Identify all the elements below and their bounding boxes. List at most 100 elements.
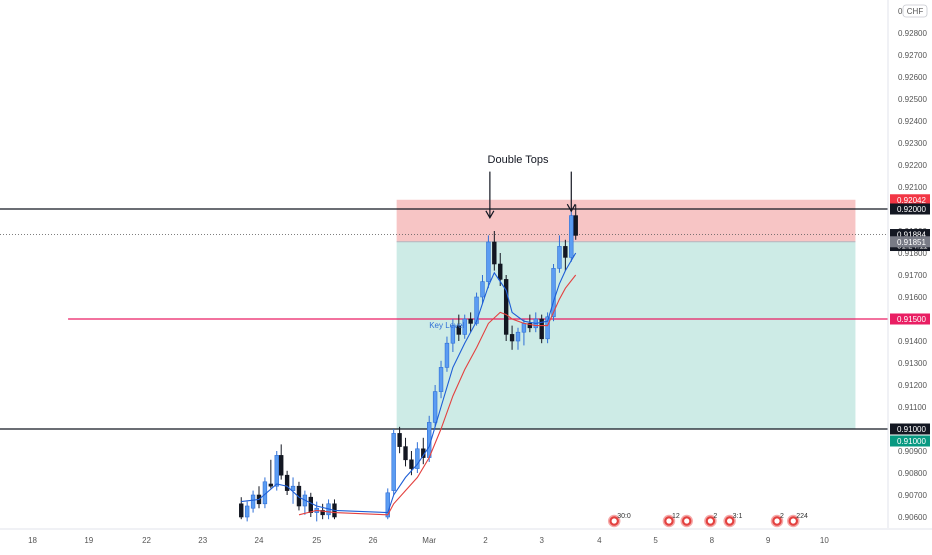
- flag-center: [774, 518, 780, 524]
- candle-bearish: [308, 496, 313, 513]
- time-tick-label: 5: [653, 536, 658, 545]
- time-tick-label: 2: [483, 536, 488, 545]
- event-label: 12: [672, 513, 680, 520]
- candle-bullish: [444, 342, 450, 368]
- candle-bullish: [569, 215, 574, 258]
- event-label: 2: [780, 513, 784, 520]
- moving-averages: [241, 252, 577, 516]
- time-tick-label: 24: [255, 536, 264, 545]
- price-tag: [890, 203, 930, 215]
- candle-bullish: [551, 268, 556, 318]
- price-tick-label: 0.91100: [898, 403, 927, 412]
- price-tag-label: 0.91500: [897, 315, 926, 324]
- candle-bearish: [498, 263, 503, 280]
- flag-center: [707, 518, 714, 524]
- price-tag: [890, 435, 930, 447]
- price-tag: [890, 194, 930, 206]
- price-tick-label: 0.91600: [898, 293, 927, 302]
- candle-bearish: [284, 474, 290, 491]
- candle-bearish: [456, 325, 461, 335]
- currency-badge-label: CHF: [907, 7, 924, 16]
- time-tick-label: 9: [766, 536, 771, 545]
- candle-bearish: [268, 483, 274, 487]
- price-tick-label: 0.91400: [898, 337, 927, 346]
- candle-bearish: [409, 459, 414, 469]
- candle-bearish: [320, 510, 325, 516]
- annotations: Key Level Double Tops: [429, 154, 576, 330]
- candle-bullish: [385, 492, 390, 518]
- candle-bearish: [527, 323, 533, 329]
- price-tag-label: 0.92000: [897, 205, 926, 214]
- price-tick-label: 0.92300: [898, 139, 927, 148]
- candle-bearish: [397, 433, 402, 447]
- time-tick-label: 18: [28, 536, 37, 545]
- time-tick-label: 8: [710, 536, 715, 545]
- price-tick-label: 0.92500: [898, 95, 927, 104]
- candle-bearish: [279, 455, 284, 476]
- price-tag-label: 0.91884: [897, 231, 926, 240]
- price-tick-label: 0.90800: [898, 469, 927, 478]
- price-tick-label: 0.92600: [898, 73, 927, 82]
- economic-events: 30:0 12 2 3:1 2 224: [607, 513, 808, 528]
- price-tick-label: 0.91700: [898, 271, 927, 280]
- arrow-head: [485, 210, 495, 220]
- price-tick-label: 0: [898, 7, 903, 16]
- price-tag: [890, 313, 930, 325]
- candle-bullish: [462, 318, 467, 335]
- time-tick-label: 22: [142, 536, 151, 545]
- candle-bullish: [415, 448, 420, 469]
- time-tick-label: 4: [597, 536, 602, 545]
- flag-center: [727, 518, 733, 524]
- currency-badge: [902, 4, 928, 18]
- price-tag: [890, 423, 930, 435]
- price-axis[interactable]: 0.92800 0.92700 0.92600 0.92500 0.92400 0.923…: [887, 0, 928, 528]
- candle-bullish: [521, 323, 527, 333]
- stop-loss-zone: [396, 199, 856, 242]
- key-level-label: Key Level: [429, 321, 464, 330]
- price-tick-label: 0.91300: [898, 359, 927, 368]
- price-tag-label: 0.91000: [897, 437, 926, 446]
- event-label: 2: [713, 513, 717, 520]
- event-label: 224: [796, 513, 808, 520]
- candle-bearish: [468, 318, 473, 324]
- price-tick-label: 0.90700: [898, 491, 927, 500]
- candle-bearish: [239, 503, 244, 518]
- time-tick-label: 25: [312, 536, 321, 545]
- price-tick-label: 0.91200: [898, 381, 927, 390]
- flag-center: [684, 518, 690, 524]
- time-axis[interactable]: 18 19 22 23 24 25 26 Mar 2 3 4 5 8 9 10: [0, 528, 932, 545]
- candle-bullish: [250, 494, 256, 509]
- candles: [239, 204, 578, 522]
- candle-bullish: [244, 505, 250, 518]
- time-tick-label: Mar: [422, 536, 436, 545]
- annotation-label: Double Tops: [488, 154, 549, 166]
- flag-center: [790, 518, 796, 524]
- candle-bullish: [515, 331, 521, 342]
- candle-bullish: [432, 391, 438, 423]
- time-tick-label: 10: [820, 536, 829, 545]
- candle-bearish: [573, 215, 578, 236]
- candle-bullish: [486, 241, 491, 282]
- price-tag: [890, 236, 930, 248]
- candle-bullish: [545, 316, 550, 340]
- arrow-head: [566, 203, 576, 213]
- candle-bearish: [563, 246, 568, 258]
- candle-bearish: [503, 279, 509, 335]
- time-tick-label: 3: [539, 536, 544, 545]
- candle-bullish: [427, 422, 432, 458]
- candle-bullish: [450, 325, 456, 344]
- event-label: 3:1: [733, 513, 743, 520]
- time-tick-label: 19: [84, 536, 93, 545]
- position-zones: [396, 199, 856, 429]
- price-tick-label: 0.92700: [898, 51, 927, 60]
- time-tick-label: 26: [369, 536, 378, 545]
- event-label: 30:0: [617, 513, 631, 520]
- price-tags: 0.920420.920000.915000.9188401:24:110.91…: [890, 194, 930, 447]
- price-tag-label: 0.91851: [897, 238, 926, 247]
- price-tick-label: 0.90900: [898, 447, 927, 456]
- candle-bullish: [557, 246, 562, 269]
- flag-center: [611, 518, 617, 524]
- flag-center: [666, 518, 672, 524]
